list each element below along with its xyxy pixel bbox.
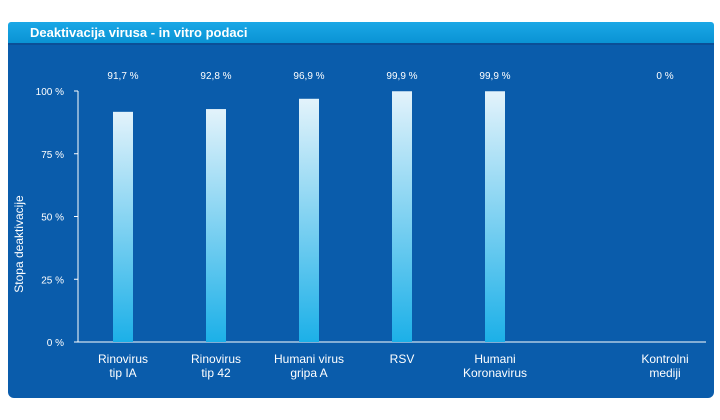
x-tick-label: RSV	[390, 352, 415, 366]
data-label: 96,9 %	[293, 71, 324, 82]
x-tick-label: Rinovirus tip 42	[191, 352, 241, 380]
bar	[299, 98, 319, 342]
panel-divider	[8, 43, 714, 45]
bar	[392, 91, 412, 342]
y-tick-label: 0 %	[47, 338, 64, 349]
x-tick-label: Kontrolni mediji	[641, 352, 688, 380]
y-axis-label: Stopa deaktivacije	[12, 195, 26, 293]
chart-title: Deaktivacija virusa - in vitro podaci	[30, 25, 248, 40]
y-tick-label: 75 %	[41, 150, 64, 161]
chart-header: Deaktivacija virusa - in vitro podaci	[8, 22, 714, 43]
y-tick-label: 25 %	[41, 275, 64, 286]
y-tick-label: 50 %	[41, 213, 64, 224]
bar	[485, 91, 505, 342]
x-tick-label: Humani virus gripa A	[274, 352, 344, 380]
x-tick-label: Rinovirus tip IA	[98, 352, 148, 380]
data-label: 92,8 %	[200, 71, 231, 82]
data-label: 99,9 %	[386, 71, 417, 82]
data-label: 99,9 %	[479, 71, 510, 82]
data-label: 91,7 %	[107, 71, 138, 82]
y-tick-label: 100 %	[36, 87, 64, 98]
bar	[206, 109, 226, 343]
bar	[113, 111, 133, 342]
data-label: 0 %	[656, 71, 673, 82]
x-tick-label: Humani Koronavirus	[463, 352, 527, 380]
